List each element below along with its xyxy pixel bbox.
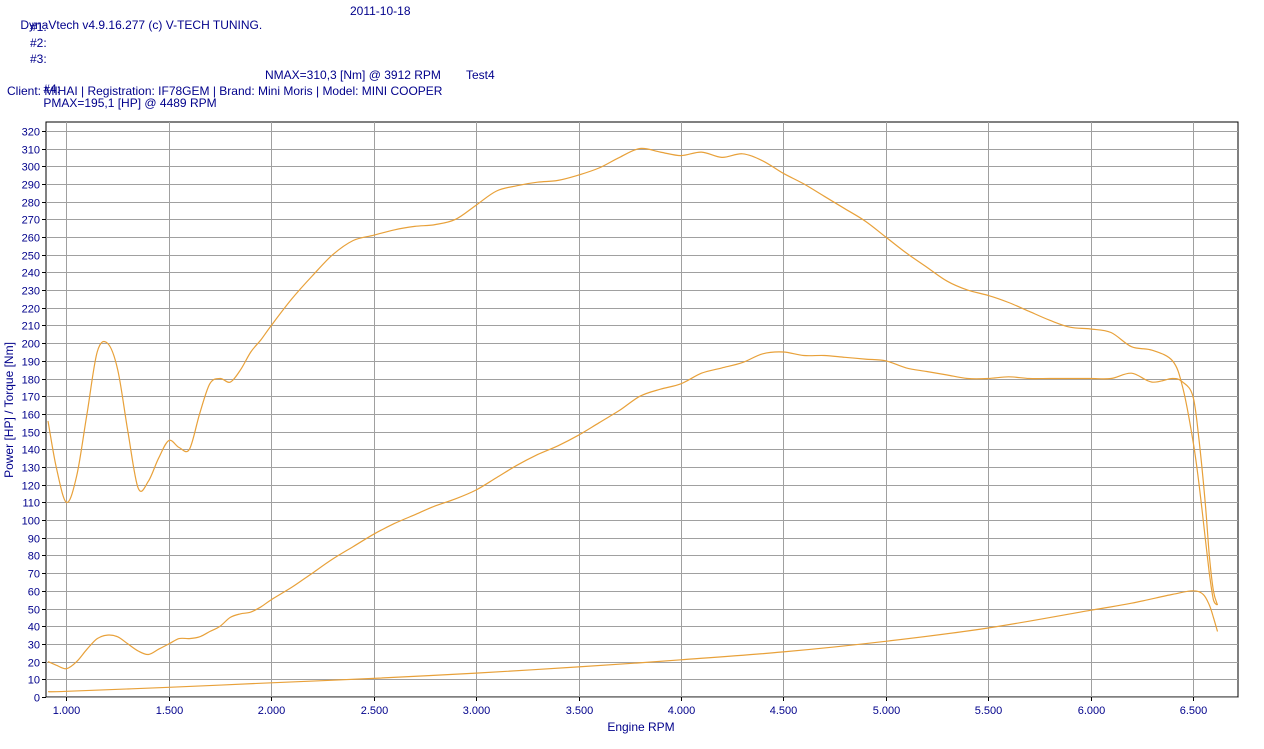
y-tick-label: 80	[28, 551, 40, 563]
y-tick-label: 150	[22, 428, 40, 440]
y-tick-label: 250	[22, 251, 40, 263]
run-4-nmax: NMAX=310,3 [Nm] @ 3912 RPM	[265, 68, 441, 82]
x-tick-label: 4.500	[770, 705, 798, 717]
x-tick-label: 5.500	[975, 705, 1003, 717]
x-tick-label: 3.000	[463, 705, 491, 717]
y-tick-label: 120	[22, 481, 40, 493]
run-4-test-name: Test4	[466, 68, 495, 82]
y-tick-label: 0	[34, 693, 40, 705]
y-axis-ticks: 0 10 20 30 40 50 60 70 80 90 100 110 120 130 140 150 160…	[22, 127, 46, 705]
y-tick-label: 140	[22, 445, 40, 457]
x-tick-label: 1.000	[53, 705, 81, 717]
grid	[46, 122, 1238, 698]
run-3-label: #3:	[30, 52, 47, 66]
x-tick-label: 6.000	[1078, 705, 1106, 717]
y-tick-label: 100	[22, 516, 40, 528]
y-tick-label: 220	[22, 304, 40, 316]
client-info: Client: MIHAI | Registration: IF78GEM | …	[7, 84, 443, 98]
y-tick-label: 40	[28, 622, 40, 634]
y-tick-label: 210	[22, 321, 40, 333]
run-4-label: #4:	[43, 82, 61, 96]
report-header: DynaVtech v4.9.16.277 (c) V-TECH TUNING.…	[0, 0, 1264, 110]
y-tick-label: 180	[22, 375, 40, 387]
app-title: DynaVtech v4.9.16.277 (c) V-TECH TUNING.	[20, 18, 263, 32]
y-tick-label: 110	[22, 498, 40, 510]
plot-area	[45, 121, 1239, 698]
plot-border	[45, 121, 1239, 698]
run-2-label: #2:	[30, 36, 47, 50]
y-tick-label: 90	[28, 534, 40, 546]
x-axis-title: Engine RPM	[607, 720, 674, 734]
y-tick-label: 200	[22, 339, 40, 351]
y-tick-label: 260	[22, 233, 40, 245]
y-tick-label: 230	[22, 286, 40, 298]
y-tick-label: 60	[28, 587, 40, 599]
torque-curve	[47, 147, 1218, 606]
y-axis-title: Power [HP] / Torque [Nm]	[2, 342, 16, 478]
x-tick-label: 5.000	[873, 705, 901, 717]
x-axis-ticks: 1.000 1.500 2.000 2.500 3.000 3.500 4.000 4.500…	[53, 697, 1208, 717]
y-tick-label: 280	[22, 198, 40, 210]
y-tick-label: 290	[22, 180, 40, 192]
y-tick-label: 170	[22, 392, 40, 404]
y-tick-label: 20	[28, 658, 40, 670]
x-tick-label: 3.500	[566, 705, 594, 717]
series-layer	[47, 147, 1219, 693]
title-line: DynaVtech v4.9.16.277 (c) V-TECH TUNING.	[7, 4, 262, 46]
y-tick-label: 130	[22, 463, 40, 475]
run-4-pmax: PMAX=195,1 [HP] @ 4489 RPM	[43, 96, 217, 110]
y-tick-label: 270	[22, 215, 40, 227]
run-4-line: #4: PMAX=195,1 [HP] @ 4489 RPM	[30, 68, 217, 124]
x-tick-label: 2.000	[258, 705, 286, 717]
x-tick-label: 1.500	[156, 705, 184, 717]
y-tick-label: 310	[22, 145, 40, 157]
y-tick-label: 190	[22, 357, 40, 369]
x-tick-label: 6.500	[1180, 705, 1208, 717]
y-tick-label: 160	[22, 410, 40, 422]
y-tick-label: 300	[22, 162, 40, 174]
y-tick-label: 70	[28, 569, 40, 581]
x-tick-label: 4.000	[668, 705, 696, 717]
test-date: 2011-10-18	[350, 4, 411, 18]
y-tick-label: 30	[28, 640, 40, 652]
y-tick-label: 320	[22, 127, 40, 139]
loss-curve	[47, 590, 1219, 693]
power-curve	[47, 351, 1219, 670]
run-1-label: #1:	[30, 20, 47, 34]
y-tick-label: 10	[28, 675, 40, 687]
x-tick-label: 2.500	[361, 705, 389, 717]
y-tick-label: 50	[28, 605, 40, 617]
y-tick-label: 240	[22, 268, 40, 280]
